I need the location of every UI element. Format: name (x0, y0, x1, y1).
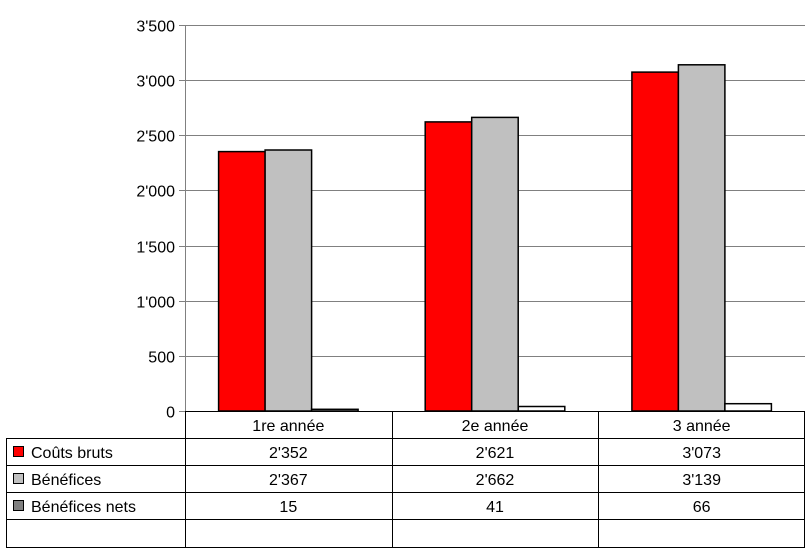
bar (470, 116, 519, 412)
bar (517, 405, 566, 412)
data-table: 1re année 2e année 3 année Coûts bruts 2'352… (6, 411, 805, 548)
y-tick-label: 3'000 (136, 74, 175, 91)
data-value-label: 3'139 (682, 472, 721, 489)
data-value-label: 15 (279, 499, 297, 516)
y-tick-label: 2'500 (136, 129, 175, 146)
y-tick-label: 1'500 (136, 240, 175, 257)
x-category-label: 1re année (252, 418, 324, 435)
series-name: Coûts bruts (31, 445, 113, 462)
y-tick-label: 2'000 (136, 184, 175, 201)
y-axis: 0 500 1'000 1'500 2'000 2'500 3'000 3'500 (136, 19, 186, 422)
legend-key (13, 473, 24, 484)
series-name: Bénéfices nets (31, 499, 136, 516)
series-name: Bénéfices (31, 472, 101, 489)
data-value-label: 2'662 (476, 472, 515, 489)
y-tick-label: 1'000 (136, 295, 175, 312)
bar (217, 150, 266, 412)
bar (310, 408, 359, 412)
data-value-label: 41 (486, 499, 504, 516)
legend-key (13, 500, 24, 511)
x-category-label: 2e année (462, 418, 529, 435)
bar (677, 64, 726, 412)
legend-key (13, 446, 24, 457)
data-value-label: 3'073 (682, 445, 721, 462)
y-tick-label: 500 (148, 350, 175, 367)
data-value-label: 2'621 (476, 445, 515, 462)
data-value-label: 2'367 (269, 472, 308, 489)
data-value-label: 66 (693, 499, 711, 516)
bar (724, 402, 773, 412)
bar (264, 149, 313, 412)
data-value-label: 2'352 (269, 445, 308, 462)
y-tick-label: 3'500 (136, 19, 175, 36)
bars (217, 64, 773, 412)
bar (631, 71, 680, 412)
y-tick-label: 0 (166, 405, 175, 422)
bar (424, 121, 473, 412)
x-category-label: 3 année (673, 418, 731, 435)
